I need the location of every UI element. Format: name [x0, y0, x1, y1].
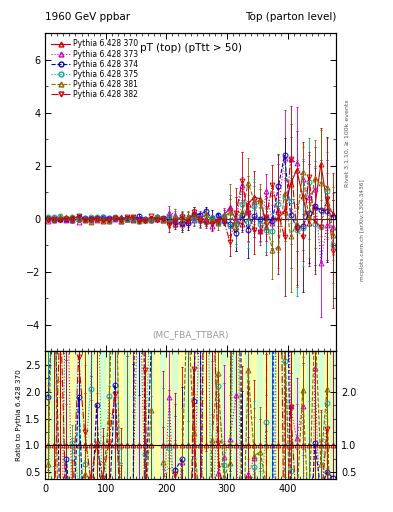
Bar: [112, 351, 118, 479]
Bar: [142, 351, 148, 479]
Bar: [275, 351, 281, 479]
Bar: [160, 351, 166, 479]
Bar: [318, 351, 324, 479]
Bar: [70, 351, 75, 479]
Bar: [312, 351, 318, 479]
Bar: [166, 351, 173, 479]
Bar: [94, 351, 100, 479]
Bar: [330, 351, 336, 479]
Text: Rivet 3.1.10, ≥ 100k events: Rivet 3.1.10, ≥ 100k events: [345, 99, 350, 187]
Bar: [306, 351, 312, 479]
Bar: [148, 351, 154, 479]
Bar: [233, 351, 239, 479]
Text: Top (parton level): Top (parton level): [244, 11, 336, 22]
Bar: [239, 351, 245, 479]
Bar: [281, 351, 288, 479]
Bar: [88, 351, 94, 479]
Bar: [118, 351, 124, 479]
Bar: [221, 351, 227, 479]
Bar: [82, 351, 88, 479]
Bar: [245, 351, 251, 479]
Legend: Pythia 6.428 370, Pythia 6.428 373, Pythia 6.428 374, Pythia 6.428 375, Pythia 6: Pythia 6.428 370, Pythia 6.428 373, Pyth…: [49, 37, 141, 101]
Bar: [100, 351, 106, 479]
Text: mcplots.cern.ch [arXiv:1306.3436]: mcplots.cern.ch [arXiv:1306.3436]: [360, 180, 365, 281]
Text: pT (top) (pTtt > 50): pT (top) (pTtt > 50): [140, 43, 242, 53]
Bar: [185, 351, 191, 479]
Bar: [57, 351, 63, 479]
Bar: [251, 351, 257, 479]
Bar: [136, 351, 142, 479]
Bar: [215, 351, 221, 479]
Bar: [191, 351, 196, 479]
Bar: [257, 351, 263, 479]
Bar: [288, 351, 294, 479]
Bar: [227, 351, 233, 479]
Bar: [209, 351, 215, 479]
Bar: [178, 351, 185, 479]
Y-axis label: Ratio to Pythia 6.428 370: Ratio to Pythia 6.428 370: [16, 369, 22, 461]
Bar: [106, 351, 112, 479]
Bar: [294, 351, 299, 479]
Bar: [130, 351, 136, 479]
Bar: [63, 351, 70, 479]
Bar: [51, 351, 57, 479]
Bar: [75, 351, 82, 479]
Text: (MC_FBA_TTBAR): (MC_FBA_TTBAR): [152, 330, 229, 339]
Bar: [299, 351, 306, 479]
Bar: [154, 351, 160, 479]
Bar: [196, 351, 203, 479]
Bar: [203, 351, 209, 479]
Text: 1960 GeV ppbar: 1960 GeV ppbar: [45, 11, 130, 22]
Bar: [263, 351, 269, 479]
Bar: [269, 351, 275, 479]
Bar: [124, 351, 130, 479]
Bar: [324, 351, 330, 479]
Bar: [173, 351, 178, 479]
Bar: [45, 351, 51, 479]
